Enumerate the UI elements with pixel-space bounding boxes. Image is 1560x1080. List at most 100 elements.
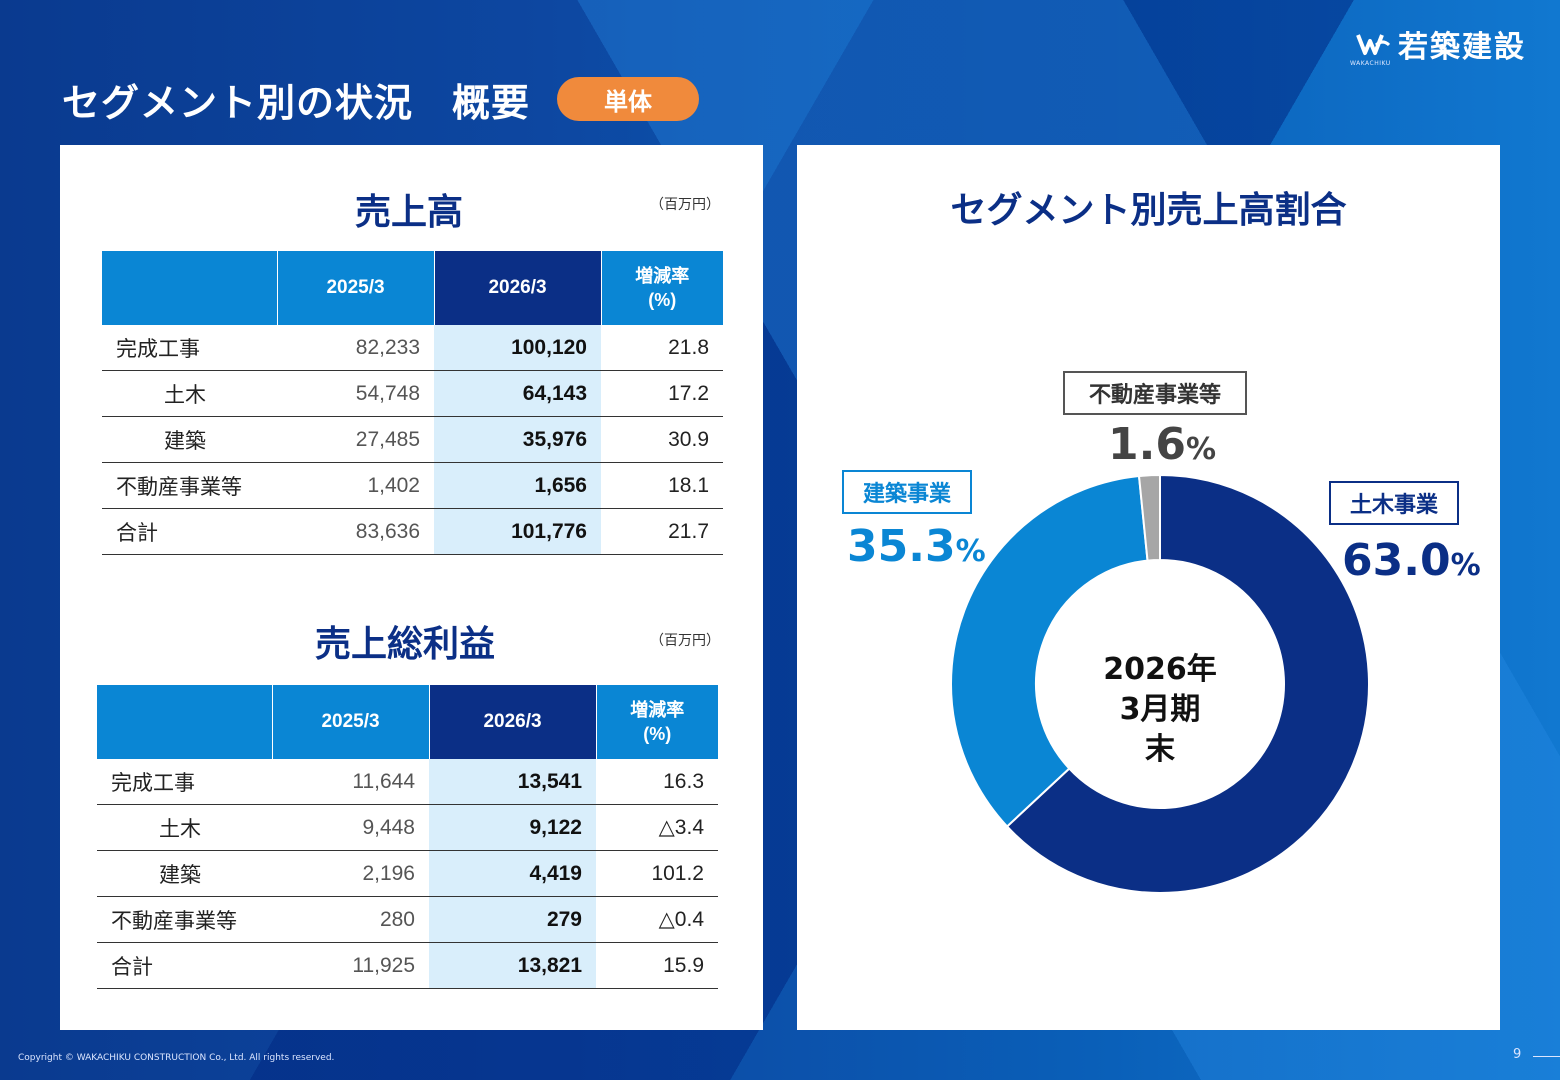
scope-badge: 単体 bbox=[557, 77, 699, 121]
value-civil: 63.0% bbox=[1342, 535, 1481, 586]
change-rate-value: △3.4 bbox=[596, 804, 718, 851]
value-building: 35.3% bbox=[847, 521, 986, 572]
current-year-value: 279 bbox=[429, 896, 596, 943]
table-row: 合計 11,925 13,821 15.9 bbox=[97, 942, 718, 989]
donut-chart bbox=[950, 473, 1370, 894]
table-header-row: 2025/3 2026/3 増減率 (%) bbox=[102, 251, 723, 325]
table-row: 不動産事業等 280 279 △0.4 bbox=[97, 896, 718, 943]
percent-sign: % bbox=[955, 534, 986, 569]
logo-text: 若築建設 bbox=[1398, 30, 1526, 65]
percent-sign: % bbox=[1450, 548, 1481, 583]
prev-year-value: 83,636 bbox=[277, 508, 434, 555]
value-building-number: 35.3 bbox=[847, 521, 956, 572]
change-rate-value: 16.3 bbox=[596, 759, 718, 805]
prev-year-value: 54,748 bbox=[277, 370, 434, 417]
current-year-value: 4,419 bbox=[429, 850, 596, 897]
current-year-value: 13,821 bbox=[429, 942, 596, 989]
header-prev-year: 2025/3 bbox=[272, 685, 430, 759]
logo-subtext: WAKACHIKU bbox=[1350, 60, 1391, 67]
row-label: 土木 bbox=[102, 370, 277, 417]
change-rate-value: 101.2 bbox=[596, 850, 718, 897]
value-real-estate-number: 1.6 bbox=[1108, 419, 1186, 470]
change-rate-value: 21.8 bbox=[601, 325, 723, 371]
current-year-value: 13,541 bbox=[429, 759, 596, 805]
label-civil: 土木事業 bbox=[1329, 481, 1459, 525]
value-civil-number: 63.0 bbox=[1342, 535, 1451, 586]
header-change-rate: 増減率 (%) bbox=[596, 685, 718, 759]
header-prev-year: 2025/3 bbox=[277, 251, 435, 325]
change-rate-value: 21.7 bbox=[601, 508, 723, 555]
change-rate-value: △0.4 bbox=[596, 896, 718, 943]
donut-slice-1 bbox=[950, 474, 1149, 828]
table-row: 土木 54,748 64,143 17.2 bbox=[102, 370, 723, 417]
gross-profit-table: 2025/3 2026/3 増減率 (%) 完成工事 11,644 13,541 16… bbox=[97, 685, 718, 989]
table-row: 建築 2,196 4,419 101.2 bbox=[97, 850, 718, 897]
row-label: 建築 bbox=[97, 850, 272, 897]
current-year-value: 64,143 bbox=[434, 370, 601, 417]
table-row: 土木 9,448 9,122 △3.4 bbox=[97, 804, 718, 851]
label-building: 建築事業 bbox=[842, 470, 972, 514]
header-current-year: 2026/3 bbox=[429, 685, 597, 759]
prev-year-value: 11,644 bbox=[272, 759, 429, 805]
header-change-rate-text: 増減率 (%) bbox=[630, 700, 685, 744]
label-real-estate: 不動産事業等 bbox=[1063, 371, 1247, 415]
row-label: 建築 bbox=[102, 416, 277, 463]
chart-title: セグメント別売上高割合 bbox=[950, 190, 1347, 231]
prev-year-value: 9,448 bbox=[272, 804, 429, 851]
center-line-3: 末 bbox=[1145, 732, 1175, 767]
row-label: 土木 bbox=[97, 804, 272, 851]
donut-slice-0 bbox=[1005, 473, 1370, 894]
prev-year-value: 2,196 bbox=[272, 850, 429, 897]
header-change-rate: 増減率 (%) bbox=[601, 251, 723, 325]
prev-year-value: 82,233 bbox=[277, 325, 434, 371]
donut-slice-2 bbox=[1137, 473, 1161, 562]
row-label: 合計 bbox=[97, 942, 272, 989]
sales-table: 2025/3 2026/3 増減率 (%) 完成工事 82,233 100,120 2… bbox=[102, 251, 723, 555]
value-real-estate: 1.6% bbox=[1108, 419, 1216, 470]
current-year-value: 1,656 bbox=[434, 462, 601, 509]
current-year-value: 35,976 bbox=[434, 416, 601, 463]
prev-year-value: 11,925 bbox=[272, 942, 429, 989]
prev-year-value: 280 bbox=[272, 896, 429, 943]
header-current-year: 2026/3 bbox=[434, 251, 602, 325]
prev-year-value: 1,402 bbox=[277, 462, 434, 509]
gross-profit-title: 売上総利益 bbox=[315, 624, 496, 665]
row-label: 不動産事業等 bbox=[97, 896, 272, 943]
header-change-rate-text: 増減率 (%) bbox=[635, 266, 690, 310]
row-label: 完成工事 bbox=[97, 759, 272, 805]
table-row: 完成工事 82,233 100,120 21.8 bbox=[102, 325, 723, 371]
row-label: 完成工事 bbox=[102, 325, 277, 371]
copyright: Copyright © WAKACHIKU CONSTRUCTION Co., … bbox=[18, 1053, 335, 1063]
row-label: 合計 bbox=[102, 508, 277, 555]
current-year-value: 100,120 bbox=[434, 325, 601, 371]
donut-center-label: 2026年 3月期 末 bbox=[1060, 650, 1260, 770]
table-header-row: 2025/3 2026/3 増減率 (%) bbox=[97, 685, 718, 759]
page-number-rule bbox=[1533, 1056, 1560, 1057]
company-logo: WAKACHIKU 若築建設 bbox=[1350, 22, 1526, 67]
header-blank bbox=[97, 685, 273, 759]
change-rate-value: 17.2 bbox=[601, 370, 723, 417]
chart-panel: セグメント別売上高割合 不動産事業等 1.6% 建築事業 35.3% 土木事業 … bbox=[797, 145, 1500, 1030]
table-row: 完成工事 11,644 13,541 16.3 bbox=[97, 759, 718, 805]
current-year-value: 101,776 bbox=[434, 508, 601, 555]
tables-panel: 売上高 （百万円） 2025/3 2026/3 増減率 (%) 完成工事 82,2… bbox=[60, 145, 763, 1030]
sales-title: 売上高 bbox=[355, 192, 464, 233]
table-row: 合計 83,636 101,776 21.7 bbox=[102, 508, 723, 555]
table-row: 建築 27,485 35,976 30.9 bbox=[102, 416, 723, 463]
gross-profit-unit: （百万円） bbox=[650, 633, 720, 649]
page-title: セグメント別の状況 概要 bbox=[62, 81, 531, 125]
change-rate-value: 18.1 bbox=[601, 462, 723, 509]
logo-mark-icon: WAKACHIKU bbox=[1350, 27, 1390, 67]
page-number: 9 bbox=[1513, 1047, 1522, 1062]
table-row: 不動産事業等 1,402 1,656 18.1 bbox=[102, 462, 723, 509]
prev-year-value: 27,485 bbox=[277, 416, 434, 463]
sales-unit: （百万円） bbox=[650, 197, 720, 213]
current-year-value: 9,122 bbox=[429, 804, 596, 851]
row-label: 不動産事業等 bbox=[102, 462, 277, 509]
change-rate-value: 15.9 bbox=[596, 942, 718, 989]
center-line-2: 3月期 bbox=[1119, 692, 1201, 727]
change-rate-value: 30.9 bbox=[601, 416, 723, 463]
header-blank bbox=[102, 251, 278, 325]
center-line-1: 2026年 bbox=[1103, 652, 1217, 687]
percent-sign: % bbox=[1185, 432, 1217, 467]
